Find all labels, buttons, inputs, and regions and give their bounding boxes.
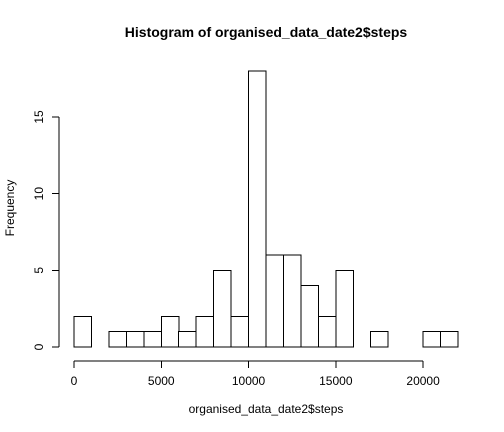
- histogram-bar-17: [370, 331, 389, 348]
- histogram-bar-8: [213, 269, 232, 348]
- y-axis: 0 5 10 15: [32, 110, 60, 350]
- histogram-bar-7: [195, 315, 215, 348]
- histogram-bar-3: [125, 331, 145, 348]
- histogram-bar-5: [160, 315, 180, 348]
- histogram-bar-9: [230, 315, 250, 348]
- x-tick-label-2: 10000: [232, 374, 266, 388]
- y-tick-label-2: 10: [32, 187, 46, 201]
- histogram-bar-2: [108, 331, 127, 348]
- histogram-bar-11: [265, 254, 284, 348]
- y-tick-label-1: 5: [32, 267, 46, 274]
- x-axis-label: organised_data_date2$steps: [189, 402, 344, 416]
- histogram-bar-20: [422, 331, 442, 348]
- histogram-bar-4: [143, 331, 162, 348]
- chart-title: Histogram of organised_data_date2$steps: [125, 24, 408, 40]
- y-tick-label-0: 0: [32, 343, 46, 350]
- histogram-bar-13: [300, 285, 319, 348]
- histogram-bar-21: [440, 331, 459, 348]
- x-tick-label-0: 0: [71, 374, 78, 388]
- x-tick-label-4: 20000: [406, 374, 440, 388]
- x-axis: 0 5000 10000 15000 20000: [71, 360, 440, 388]
- x-tick-label-3: 15000: [319, 374, 353, 388]
- y-tick-label-3: 15: [32, 110, 46, 124]
- x-tick-label-1: 5000: [148, 374, 175, 388]
- histogram-bar-10: [248, 70, 267, 348]
- histogram-bar-0: [73, 315, 92, 348]
- histogram-bar-15: [335, 269, 354, 348]
- histogram-bar-6: [178, 331, 197, 348]
- bars-group: [73, 70, 459, 348]
- y-axis-label: Frequency: [3, 180, 17, 237]
- histogram-bar-12: [283, 254, 302, 348]
- histogram-bar-14: [317, 315, 337, 348]
